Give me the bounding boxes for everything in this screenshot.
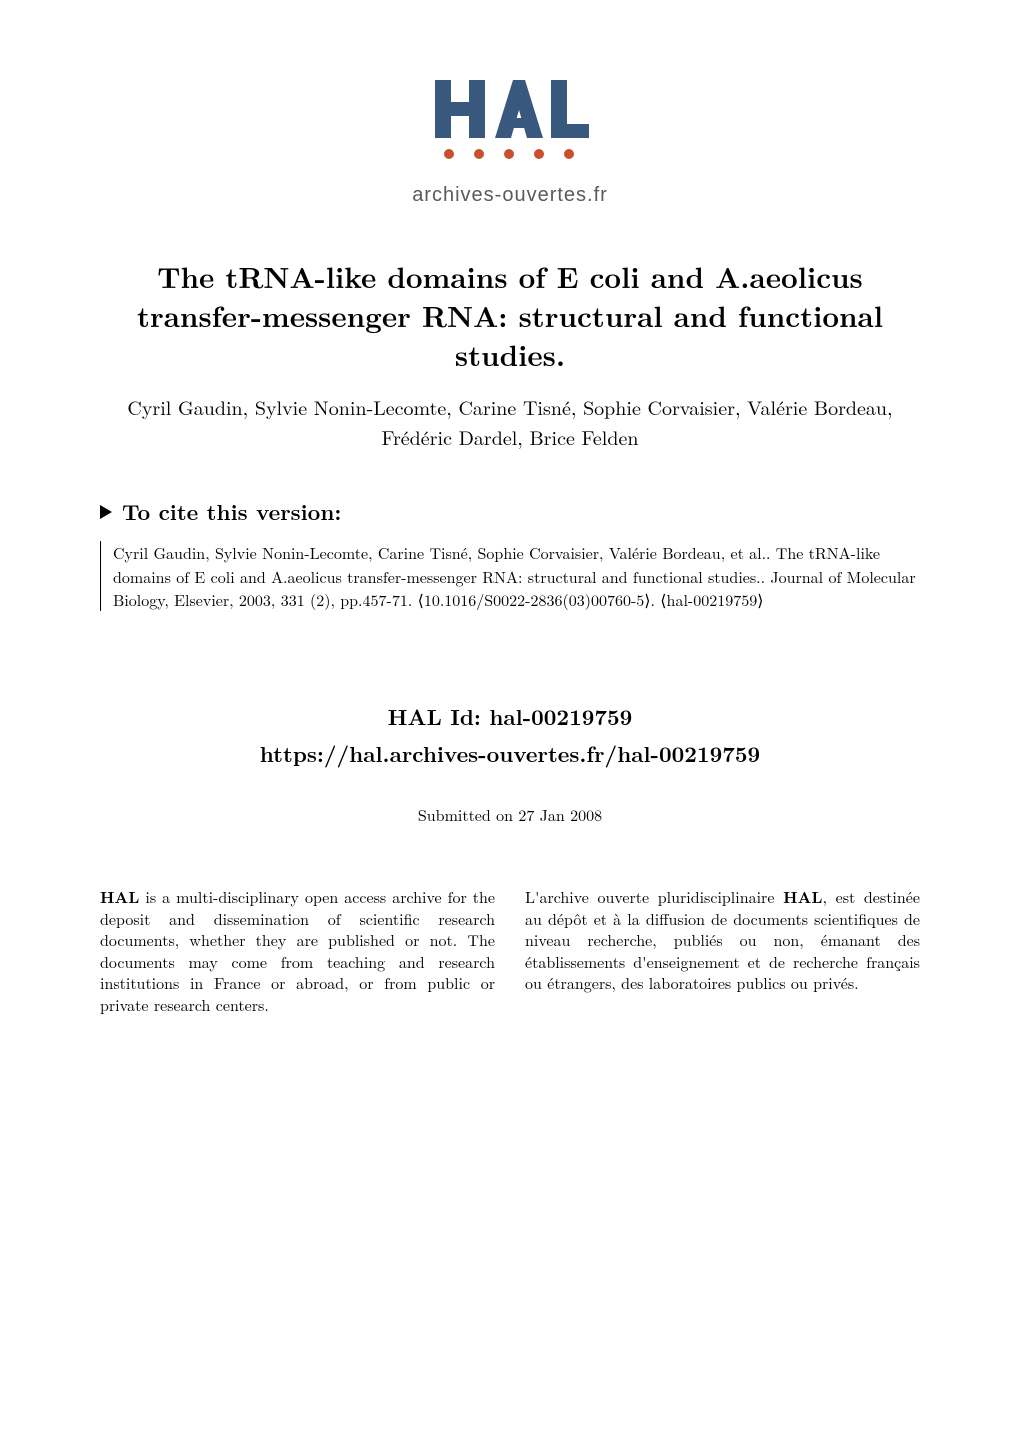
hal-url[interactable]: https://hal.archives-ouvertes.fr/hal-002…: [100, 738, 920, 769]
hal-logo: archives-ouvertes.fr: [100, 70, 920, 207]
hal-id-block: HAL Id: hal-00219759 https://hal.archive…: [100, 701, 920, 769]
paper-authors: Cyril Gaudin, Sylvie Nonin-Lecomte, Cari…: [100, 392, 920, 452]
triangle-icon: [100, 505, 112, 519]
paper-title: The tRNA-like domains of E coli and A.ae…: [100, 257, 920, 374]
cite-body: Cyril Gaudin, Sylvie Nonin-Lecomte, Cari…: [100, 541, 920, 611]
submitted-date: Submitted on 27 Jan 2008: [100, 803, 920, 826]
hal-bold-left: HAL: [100, 885, 139, 908]
description-right: L'archive ouverte pluridisciplinaire HAL…: [525, 886, 920, 1016]
description-columns: HAL is a multi-disciplinary open access …: [100, 886, 920, 1016]
cite-heading-text: To cite this version:: [122, 496, 341, 527]
hal-bold-right: HAL: [783, 885, 822, 908]
cite-heading: To cite this version:: [100, 496, 920, 527]
description-left-text: is a multi-disciplinary open access arch…: [100, 885, 495, 1016]
description-left: HAL is a multi-disciplinary open access …: [100, 886, 495, 1016]
hal-logo-svg: [425, 70, 595, 180]
hal-id: HAL Id: hal-00219759: [100, 701, 920, 732]
cite-block: To cite this version: Cyril Gaudin, Sylv…: [100, 496, 920, 611]
hal-logo-text: archives-ouvertes.fr: [412, 184, 608, 207]
description-right-pre: L'archive ouverte pluridisciplinaire: [525, 885, 783, 908]
